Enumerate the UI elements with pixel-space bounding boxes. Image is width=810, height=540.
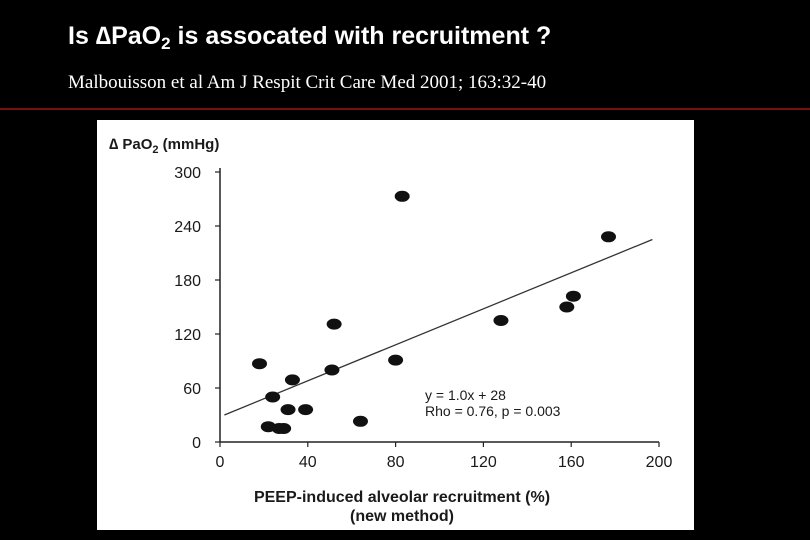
x-tick-label: 80 (387, 454, 405, 471)
y-tick-label: 240 (174, 219, 201, 236)
data-point (252, 358, 268, 370)
slide-title: Is ∆PaO2 is assocated with recruitment ? (68, 22, 551, 54)
data-points (252, 190, 617, 434)
data-point (388, 354, 404, 366)
scatter-figure: ∆ PaO2 (mmHg) 0 60 120 180 240 300 0 40 80 120 16… (97, 120, 694, 530)
x-tick-label: 120 (470, 454, 497, 471)
y-tick-label: 0 (192, 435, 201, 452)
citation: Malbouisson et al Am J Respit Crit Care … (68, 72, 547, 93)
title-subscript: 2 (161, 34, 171, 53)
y-tick-label: 60 (183, 381, 201, 398)
data-point (284, 374, 300, 386)
y-tick-label: 180 (174, 273, 201, 290)
regression-stats: Rho = 0.76, p = 0.003 (425, 403, 561, 419)
y-axis-title-suffix: (mmHg) (158, 136, 219, 153)
data-point (394, 190, 410, 202)
title-suffix: is assocated with recruitment ? (170, 22, 552, 50)
y-axis-title-prefix: ∆ PaO (109, 136, 153, 153)
data-point (324, 364, 340, 376)
x-ticks: 0 40 80 120 160 200 (216, 442, 673, 471)
regression-equation: y = 1.0x + 28 (425, 387, 506, 403)
x-tick-label: 200 (646, 454, 673, 471)
axes (219, 168, 659, 443)
x-axis-title-line1: PEEP-induced alveolar recruitment (%) (254, 489, 550, 506)
regression-line (224, 238, 653, 416)
data-point (559, 301, 575, 313)
y-axis-title-subscript: 2 (152, 144, 158, 156)
data-point (352, 415, 368, 427)
data-point (493, 315, 509, 326)
data-point (298, 404, 314, 416)
x-tick-label: 40 (299, 454, 317, 471)
data-point (280, 404, 296, 416)
x-tick-label: 160 (558, 454, 585, 471)
y-ticks: 0 60 120 180 240 300 (174, 165, 220, 452)
y-axis-title: ∆ PaO2 (mmHg) (109, 136, 219, 156)
data-point (276, 423, 292, 434)
data-point (565, 290, 581, 302)
title-prefix: Is ∆PaO (68, 22, 162, 50)
y-tick-label: 300 (174, 165, 201, 182)
data-point (326, 318, 342, 330)
title-divider (0, 108, 810, 110)
scatter-chart: ∆ PaO2 (mmHg) 0 60 120 180 240 300 0 40 80 120 16… (109, 136, 673, 525)
x-axis-title-line2: (new method) (350, 508, 454, 525)
data-point (601, 231, 617, 243)
y-tick-label: 120 (174, 327, 201, 344)
regression-layer (224, 238, 653, 416)
data-point (265, 391, 281, 403)
x-tick-label: 0 (216, 454, 225, 471)
